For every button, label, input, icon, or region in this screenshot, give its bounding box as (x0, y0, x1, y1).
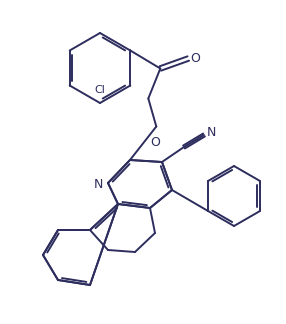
Text: N: N (93, 179, 103, 191)
Text: Cl: Cl (95, 85, 106, 95)
Text: O: O (190, 52, 200, 65)
Text: O: O (150, 135, 160, 148)
Text: N: N (206, 125, 216, 138)
